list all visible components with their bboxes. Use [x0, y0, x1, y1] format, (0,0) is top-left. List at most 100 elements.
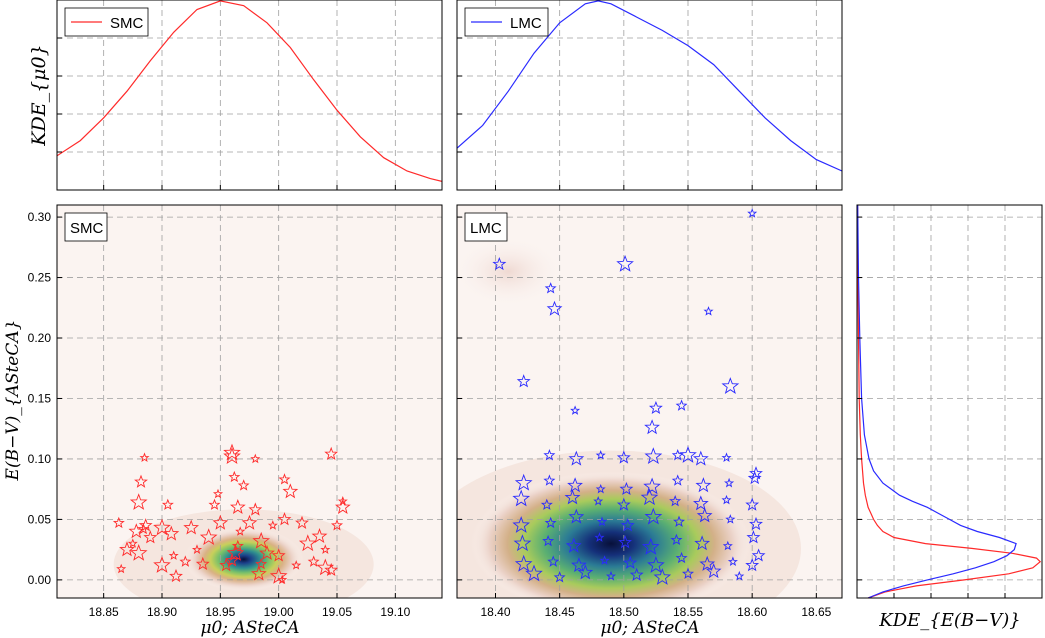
smc-marker-33: [237, 479, 250, 491]
lmc-marker-16: [616, 450, 631, 464]
lmc-marker-28: [671, 474, 684, 486]
smc-marker-5: [127, 538, 138, 548]
lmc-marker-30: [724, 477, 735, 488]
lmc-marker-9: [644, 419, 660, 435]
smc-marker-20: [191, 544, 203, 554]
smc-marker-45: [291, 560, 302, 570]
ytick-label-ebv-1: 0.05: [28, 512, 52, 526]
ytick-label-ebv-6: 0.30: [28, 210, 52, 224]
smc-marker-40: [267, 520, 278, 530]
lmc-marker-19: [692, 450, 709, 466]
smc-marker-39: [259, 545, 275, 560]
lmc-marker-0: [747, 208, 758, 218]
lmc-marker-47: [644, 507, 663, 525]
lmc-marker-23: [543, 474, 556, 486]
lmc-marker-5: [703, 306, 714, 316]
smc-marker-9: [119, 541, 135, 557]
lmc-marker-44: [568, 508, 585, 524]
lmc-marker-52: [513, 534, 532, 552]
smc-marker-24: [212, 514, 229, 530]
smc-marker-31: [225, 553, 239, 567]
lmc-marker-61: [746, 530, 761, 544]
panel-top-middle-frame: [456, 0, 843, 191]
smc-kde-mu0-line: [57, 0, 442, 182]
smc-marker-34: [241, 514, 258, 530]
axis-label-mu0-left: μ0; ASteCA: [200, 618, 299, 638]
lmc-marker-6: [516, 374, 531, 388]
lmc-marker-11: [648, 400, 663, 415]
smc-marker-6: [138, 518, 153, 532]
smc-marker-53: [330, 519, 344, 531]
lmc-marker-58: [670, 533, 683, 546]
lmc-marker-51: [749, 516, 763, 531]
legend-lmc-label: LMC: [510, 15, 542, 32]
smc-marker-14: [163, 525, 180, 541]
lmc-marker-36: [616, 497, 631, 511]
panel-label-smc-text: SMC: [70, 220, 104, 237]
lmc-marker-69: [699, 555, 716, 571]
lmc-marker-65: [599, 555, 610, 565]
smc-marker-26: [219, 558, 234, 572]
smc-marker-13: [161, 498, 174, 510]
lmc-marker-40: [721, 494, 732, 505]
lmc-marker-53: [542, 534, 555, 547]
smc-kde-ebv-line: [857, 204, 1042, 599]
lmc-marker-26: [619, 481, 634, 496]
panel-label-smc: SMC: [64, 212, 108, 242]
smc-marker-61: [277, 512, 292, 526]
lmc-marker-49: [696, 507, 713, 523]
ytick-label-ebv-2: 0.10: [28, 452, 52, 466]
xtick-label-lmc-5: 18.65: [801, 605, 831, 619]
xtick-label-smc-2: 18.95: [205, 605, 235, 619]
lmc-density-core: [471, 471, 751, 598]
lmc-marker-74: [577, 564, 594, 580]
lmc-marker-33: [540, 498, 553, 510]
lmc-marker-42: [512, 516, 531, 533]
smc-marker-28: [228, 470, 241, 483]
lmc-markers: [492, 208, 766, 585]
smc-marker-1: [134, 474, 148, 488]
panel-label-lmc: LMC: [464, 212, 508, 242]
smc-marker-41: [271, 548, 286, 562]
smc-marker-38: [255, 557, 268, 570]
lmc-marker-39: [692, 495, 709, 511]
lmc-marker-17: [644, 447, 663, 465]
grid-layer: [57, 0, 1042, 598]
smc-markers: [112, 443, 351, 585]
smc-marker-48: [307, 555, 320, 567]
lmc-marker-60: [722, 540, 733, 551]
smc-marker-60: [277, 574, 288, 585]
lmc-marker-56: [618, 535, 632, 549]
lmc-marker-20: [721, 452, 732, 463]
panel-bottom-middle-frame: [456, 204, 843, 599]
lmc-marker-32: [512, 489, 531, 507]
axis-label-kde-ebv: KDE_{E(B−V)}: [878, 610, 1020, 631]
axis-label-kde-mu0: KDE_{μ0}: [28, 44, 50, 146]
smc-marker-17: [153, 556, 171, 573]
smc-marker-36: [248, 502, 263, 516]
lmc-marker-70: [727, 556, 738, 567]
lmc-marker-22: [514, 473, 533, 491]
lmc-marker-71: [745, 558, 760, 572]
legend-smc: SMC: [64, 7, 149, 37]
lmc-marker-3: [544, 282, 557, 294]
panel-label-smc-box: [64, 212, 108, 242]
lmc-marker-15: [595, 450, 606, 460]
panel-bottom-right-frame: [856, 204, 1043, 599]
lmc-marker-67: [647, 556, 665, 573]
smc-marker-35: [250, 453, 261, 464]
lmc-marker-62: [514, 554, 533, 572]
lmc-kde-mu0-line: [457, 0, 842, 172]
lmc-marker-34: [564, 489, 581, 505]
ytick-label-ebv-3: 0.15: [28, 391, 52, 405]
lmc-marker-38: [669, 495, 682, 507]
smc-marker-43: [278, 473, 291, 485]
lmc-marker-1: [492, 257, 507, 271]
lmc-marker-66: [623, 555, 638, 569]
lmc-marker-13: [543, 448, 556, 461]
lmc-marker-14: [568, 450, 585, 466]
smc-marker-47: [298, 534, 317, 552]
xtick-label-smc-1: 18.90: [147, 605, 177, 619]
smc-marker-7: [129, 544, 148, 561]
